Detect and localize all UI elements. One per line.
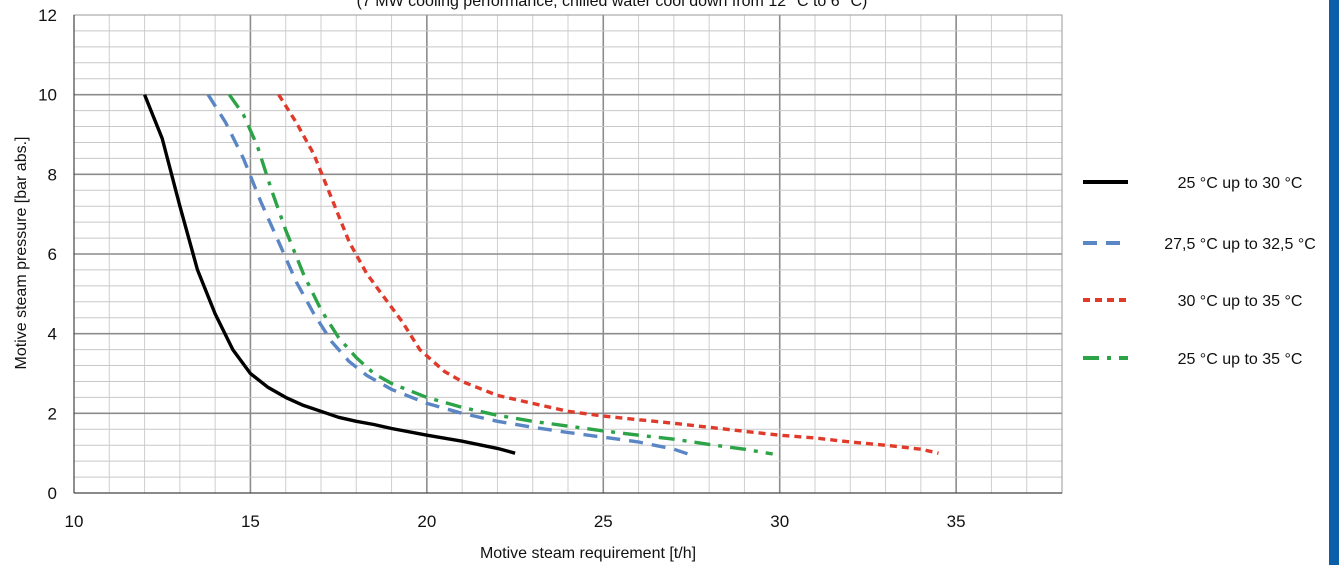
x-tick-label: 25	[594, 512, 613, 531]
legend-label-1: 25 °C up to 30 °C	[1178, 175, 1303, 192]
y-tick-label: 6	[48, 245, 57, 264]
y-axis-label: Motive steam pressure [bar abs.]	[13, 137, 30, 370]
series-line-1	[143, 94, 516, 455]
x-tick-label: 15	[241, 512, 260, 531]
plot-grid	[74, 15, 1062, 493]
x-tick-label: 10	[65, 512, 84, 531]
legend-label-4: 25 °C up to 35 °C	[1178, 351, 1303, 368]
legend-label-3: 30 °C up to 35 °C	[1178, 293, 1303, 310]
x-axis-label: Motive steam requirement [t/h]	[480, 545, 696, 562]
y-tick-label: 8	[48, 165, 57, 184]
y-tick-label: 2	[48, 404, 57, 423]
plot-axes	[73, 14, 1063, 494]
y-tick-label: 0	[48, 484, 57, 503]
x-tick-label: 30	[770, 512, 789, 531]
legend: 25 °C up to 30 °C 27,5 °C up to 32,5 °C 30…	[1083, 175, 1316, 368]
x-tick-label: 35	[947, 512, 966, 531]
y-tick-label: 4	[48, 325, 57, 344]
series-line-2	[206, 93, 693, 457]
x-tick-label: 20	[417, 512, 436, 531]
plot-series	[143, 93, 939, 457]
y-tick-label: 10	[38, 86, 57, 105]
legend-label-2: 27,5 °C up to 32,5 °C	[1164, 236, 1316, 253]
right-edge-bar	[1329, 0, 1339, 565]
series-line-3	[277, 93, 939, 455]
y-axis-ticks: 0 2 4 6 8 10 12	[38, 6, 57, 503]
chart-title: (7 MW cooling performance, chilled water…	[357, 0, 868, 10]
y-tick-label: 12	[38, 6, 57, 25]
x-axis-ticks: 10 15 20 25 30 35	[65, 512, 966, 531]
